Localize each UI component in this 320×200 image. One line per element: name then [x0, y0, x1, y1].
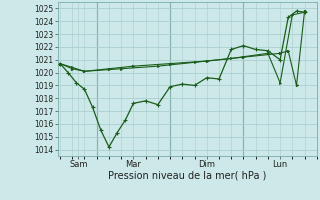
X-axis label: Pression niveau de la mer( hPa ): Pression niveau de la mer( hPa ): [108, 171, 266, 181]
